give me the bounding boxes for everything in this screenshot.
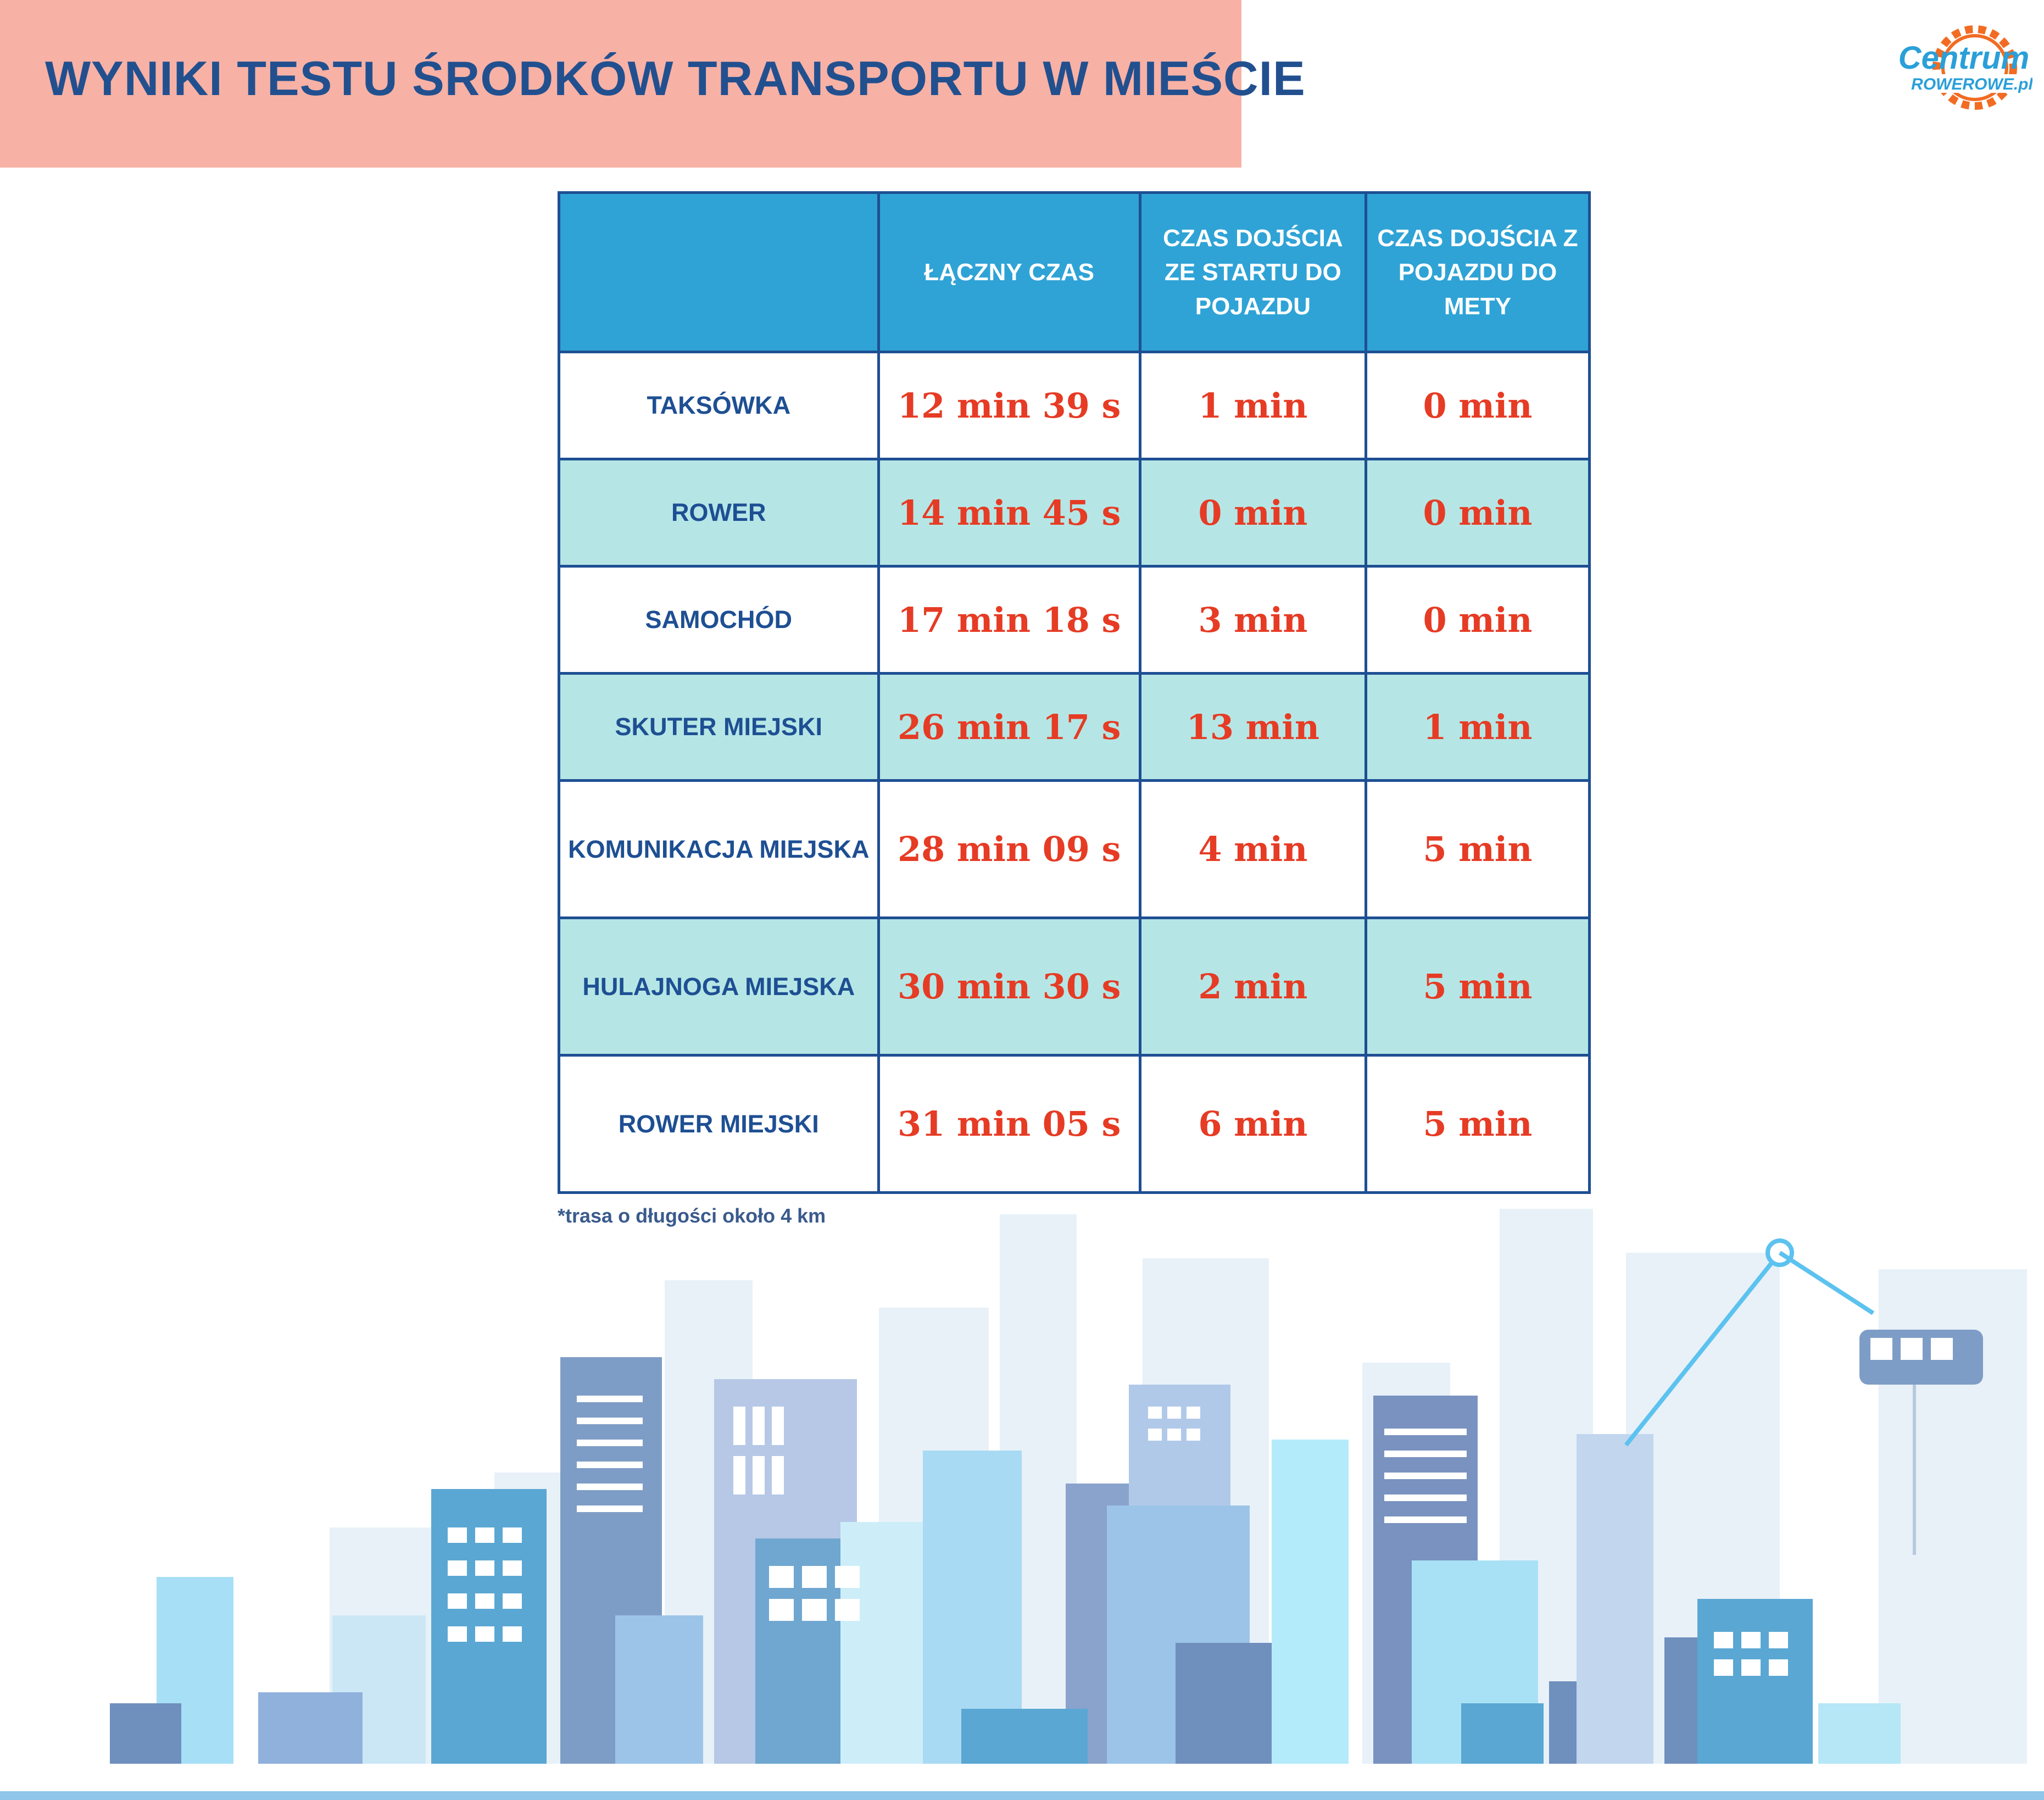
header-empty-cell <box>558 191 880 353</box>
tram-icon <box>1624 1238 1983 1555</box>
table-row: HULAJNOGA MIEJSKA 30 min 30 s 2 min 5 mi… <box>558 916 1591 1057</box>
to-vehicle-value: 2 min <box>1138 916 1367 1057</box>
row-label: ROWER <box>558 458 880 568</box>
table-row: TAKSÓWKA 12 min 39 s 1 min 0 min <box>558 351 1591 460</box>
to-vehicle-value: 4 min <box>1138 779 1367 919</box>
row-label: ROWER MIEJSKI <box>558 1054 880 1194</box>
total-time-value: 26 min 17 s <box>877 672 1141 782</box>
to-finish-value: 5 min <box>1364 1054 1591 1194</box>
total-time-value: 12 min 39 s <box>877 351 1141 460</box>
centrum-rowerowe-logo[interactable]: Centrum ROWEROWE.pl <box>1895 25 2032 113</box>
total-time-value: 30 min 30 s <box>877 916 1141 1057</box>
total-time-value: 31 min 05 s <box>877 1054 1141 1194</box>
to-finish-value: 0 min <box>1364 565 1591 675</box>
row-label: SAMOCHÓD <box>558 565 880 675</box>
row-label: HULAJNOGA MIEJSKA <box>558 916 880 1057</box>
to-finish-value: 0 min <box>1364 351 1591 460</box>
city-skyline-icon <box>0 1198 2044 1800</box>
row-label: KOMUNIKACJA MIEJSKA <box>558 779 880 919</box>
row-label: TAKSÓWKA <box>558 351 880 460</box>
to-finish-value: 0 min <box>1364 458 1591 568</box>
results-table: ŁĄCZNY CZAS CZAS DOJŚCIA ZE STARTU DO PO… <box>558 191 1591 1194</box>
table-row: ROWER 14 min 45 s 0 min 0 min <box>558 458 1591 568</box>
logo-graphic: Centrum ROWEROWE.pl <box>1898 25 2032 110</box>
row-label: SKUTER MIEJSKI <box>558 672 880 782</box>
footnote: *trasa o długości około 4 km <box>558 1204 826 1227</box>
total-time-value: 28 min 09 s <box>877 779 1141 919</box>
page-title: WYNIKI TESTU ŚRODKÓW TRANSPORTU W MIEŚCI… <box>45 51 1306 105</box>
table-row: SKUTER MIEJSKI 26 min 17 s 13 min 1 min <box>558 672 1591 782</box>
header-walk-to-finish: CZAS DOJŚCIA Z POJAZDU DO METY <box>1364 191 1591 353</box>
table-row: ROWER MIEJSKI 31 min 05 s 6 min 5 min <box>558 1054 1591 1194</box>
total-time-value: 17 min 18 s <box>877 565 1141 675</box>
table-row: SAMOCHÓD 17 min 18 s 3 min 0 min <box>558 565 1591 675</box>
to-finish-value: 5 min <box>1364 916 1591 1057</box>
to-vehicle-value: 1 min <box>1138 351 1367 460</box>
logo-text-main: Centrum <box>1898 40 2029 76</box>
table-row: KOMUNIKACJA MIEJSKA 28 min 09 s 4 min 5 … <box>558 779 1591 919</box>
header-walk-to-vehicle: CZAS DOJŚCIA ZE STARTU DO POJAZDU <box>1138 191 1367 353</box>
to-vehicle-value: 3 min <box>1138 565 1367 675</box>
to-vehicle-value: 0 min <box>1138 458 1367 568</box>
to-vehicle-value: 13 min <box>1138 672 1367 782</box>
table-header-row: ŁĄCZNY CZAS CZAS DOJŚCIA ZE STARTU DO PO… <box>558 191 1591 353</box>
to-finish-value: 5 min <box>1364 779 1591 919</box>
skyline-graphic <box>0 1209 2044 1800</box>
to-vehicle-value: 6 min <box>1138 1054 1367 1194</box>
total-time-value: 14 min 45 s <box>877 458 1141 568</box>
logo-text-sub: ROWEROWE.pl <box>1911 75 2032 93</box>
to-finish-value: 1 min <box>1364 672 1591 782</box>
header-total-time: ŁĄCZNY CZAS <box>877 191 1141 353</box>
header-band <box>0 0 1241 168</box>
